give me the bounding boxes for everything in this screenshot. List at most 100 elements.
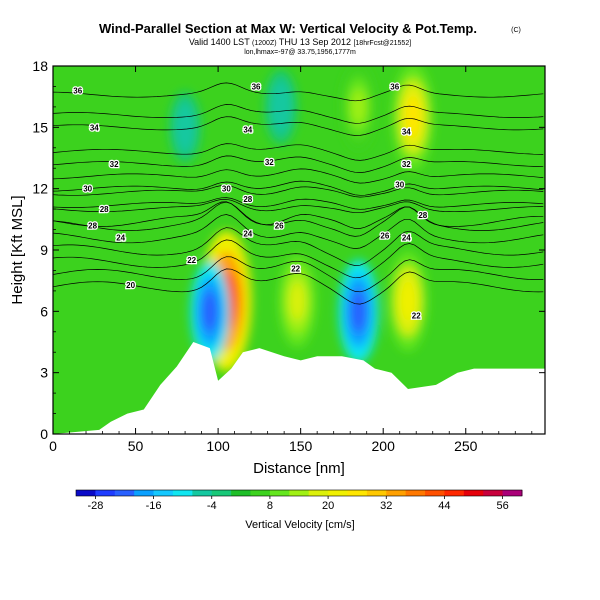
x-tick-label: 50: [128, 438, 144, 454]
theta-contour-label: 24: [402, 234, 411, 243]
velocity-cell: [351, 88, 366, 125]
colorbar-swatch: [308, 490, 329, 496]
theta-contour-label: 22: [412, 311, 421, 320]
theta-contour-label: 26: [380, 232, 389, 241]
x-tick-label: 0: [49, 438, 57, 454]
theta-contour-label: 24: [243, 230, 252, 239]
theta-contour-line: [53, 201, 544, 229]
y-axis-ticks: 0 36 9 12 15 18: [32, 58, 545, 442]
colorbar-swatch: [386, 490, 407, 496]
theta-contour-line: [53, 268, 544, 305]
theta-contour-label: 36: [73, 87, 82, 96]
theta-contour-label: 34: [90, 123, 99, 132]
colorbar-tick-label: -4: [207, 500, 217, 512]
y-tick-label: 9: [40, 242, 48, 258]
theta-contour-line: [53, 214, 544, 249]
colorbar-swatch: [289, 490, 310, 496]
theta-contour-line: [53, 197, 544, 210]
colorbar-swatch: [463, 490, 484, 496]
figure-title: Wind-Parallel Section at Max W: Vertical…: [99, 21, 521, 56]
x-axis-ticks: 0 50 100 150 200 250: [49, 66, 533, 454]
velocity-cells: [169, 66, 434, 372]
theta-contour-line: [53, 184, 544, 198]
y-tick-label: 18: [32, 58, 48, 74]
subtitle-location: lon,lhmax=-97@ 33.75,1956,1777m: [244, 49, 356, 56]
x-tick-label: 250: [454, 438, 478, 454]
theta-contour-label: 32: [110, 160, 119, 169]
velocity-cell: [289, 281, 306, 321]
colorbar-swatches: [76, 490, 523, 496]
colorbar-swatch: [211, 490, 232, 496]
colorbar-swatch: [250, 490, 271, 496]
theta-contour-label: 22: [187, 256, 196, 265]
theta-contour-label: 36: [390, 82, 399, 91]
theta-contour-label: 34: [243, 125, 252, 134]
theta-contours: [53, 82, 544, 305]
colorbar-swatch: [444, 490, 465, 496]
theta-contour-line: [53, 104, 544, 124]
theta-contour-label: 28: [100, 205, 109, 214]
colorbar-ticks: -28 -16 -4 8 20 32 44 56: [87, 496, 509, 512]
theta-contour-label: 22: [291, 264, 300, 273]
colorbar-swatch: [192, 490, 213, 496]
velocity-cell: [399, 280, 417, 323]
y-axis-label: Height [Kft MSL]: [9, 195, 26, 304]
colorbar-swatch: [95, 490, 116, 496]
colorbar-swatch: [366, 490, 387, 496]
colorbar-label: Vertical Velocity [cm/s]: [245, 519, 354, 531]
colorbar-swatch: [153, 490, 174, 496]
colorbar-tick-label: 56: [496, 500, 508, 512]
x-tick-label: 100: [206, 438, 230, 454]
theta-contour-line: [53, 239, 544, 279]
subtitle-date: THU 13 Sep 2012: [279, 37, 351, 47]
velocity-cell: [350, 289, 367, 334]
y-tick-label: 15: [32, 119, 48, 135]
theta-contour-label: 30: [222, 185, 231, 194]
theta-contour-label: 28: [88, 221, 97, 230]
theta-contour-label: 20: [126, 281, 135, 290]
theta-contour-label: 30: [83, 185, 92, 194]
subtitle-utc: (1200Z): [252, 40, 277, 47]
theta-contour-line: [53, 227, 544, 266]
theta-contour-label: 28: [418, 211, 427, 220]
title-mark: (C): [511, 27, 521, 34]
theta-contour-label: 34: [402, 127, 411, 136]
x-tick-label: 150: [289, 438, 313, 454]
subtitle-valid: Valid 1400 LST: [189, 37, 250, 47]
theta-contour-label: 26: [275, 221, 284, 230]
theta-contour-label: 24: [116, 234, 125, 243]
colorbar-swatch: [347, 490, 368, 496]
theta-contour-label: 32: [265, 158, 274, 167]
theta-contour-label: 36: [252, 82, 261, 91]
colorbar-tick-label: 8: [267, 500, 273, 512]
colorbar-swatch: [134, 490, 155, 496]
y-tick-label: 12: [32, 181, 48, 197]
velocity-cell: [274, 91, 288, 123]
theta-contour-labels: 3634323028282422203634323028262422363432…: [72, 81, 429, 321]
x-axis-label: Distance [nm]: [253, 460, 345, 477]
theta-contour-line: [53, 82, 544, 102]
velocity-cell: [178, 112, 192, 143]
y-tick-label: 0: [40, 426, 48, 442]
theta-contour-line: [53, 168, 544, 184]
theta-contour-line: [53, 180, 544, 196]
colorbar-swatch: [76, 490, 96, 496]
colorbar-swatch: [114, 490, 135, 496]
colorbar-tick-label: -16: [146, 500, 162, 512]
theta-contour-line: [53, 201, 544, 237]
subtitle-forecast: [18hrFcst@21552]: [353, 40, 411, 47]
theta-contour-line: [53, 143, 544, 161]
theta-contour-label: 32: [402, 160, 411, 169]
colorbar-tick-label: 20: [322, 500, 334, 512]
colorbar-tick-label: 44: [438, 500, 450, 512]
colorbar-tick-label: 32: [380, 500, 392, 512]
colorbar-swatch: [483, 490, 504, 496]
velocity-field: 3634323028282422203634323028262422363432…: [53, 66, 545, 434]
plot-area: 3634323028282422203634323028262422363432…: [9, 58, 546, 477]
terrain-mask: [53, 342, 545, 434]
colorbar-swatch: [502, 490, 523, 496]
colorbar-swatch: [328, 490, 348, 496]
theta-contour-label: 30: [395, 181, 404, 190]
theta-contour-label: 28: [243, 195, 252, 204]
